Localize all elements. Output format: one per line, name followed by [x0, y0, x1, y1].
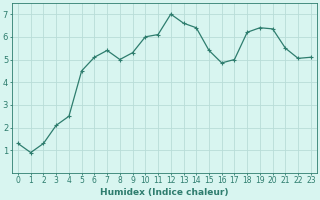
X-axis label: Humidex (Indice chaleur): Humidex (Indice chaleur)	[100, 188, 229, 197]
